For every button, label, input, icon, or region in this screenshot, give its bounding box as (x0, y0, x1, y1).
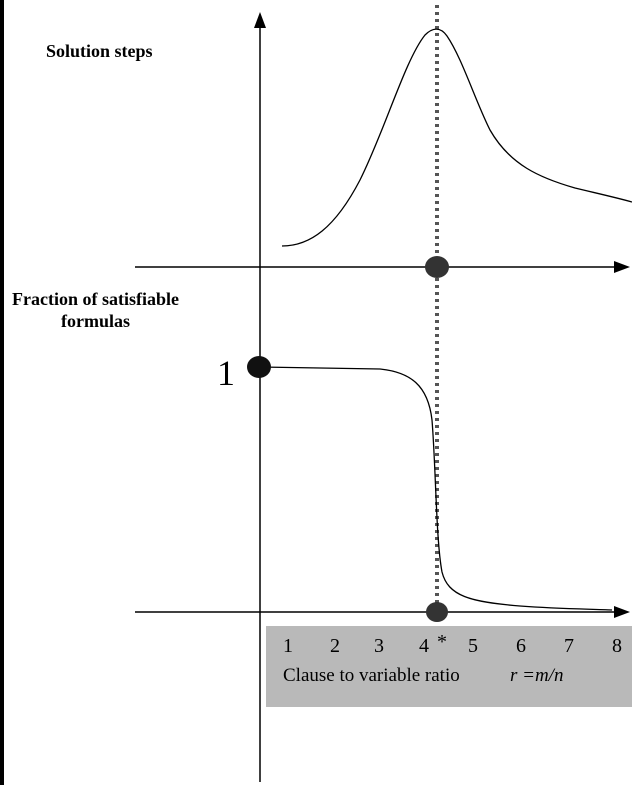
solution-steps-curve (281, 28, 632, 247)
bottom-x-axis-arrowhead (614, 606, 630, 618)
x-tick-2: 2 (330, 635, 340, 657)
x-tick-4: 4 (419, 635, 429, 657)
solution-steps-title: Solution steps (46, 41, 153, 61)
x-tick-6: 6 (516, 635, 526, 657)
y-axis-arrowhead (254, 12, 266, 28)
x-axis-caption: Clause to variable ratio (283, 665, 460, 686)
x-tick-8: 8 (612, 635, 622, 657)
one-marker-dot (247, 356, 271, 378)
top-x-axis-arrowhead (614, 261, 630, 273)
y-marker-one-label: 1 (217, 353, 235, 393)
x-axis-label-box (266, 626, 632, 707)
left-border (0, 0, 4, 785)
x-tick-critical-star: * (437, 631, 447, 653)
peak-marker-dot (425, 256, 449, 278)
x-tick-7: 7 (564, 635, 574, 657)
x-tick-5: 5 (468, 635, 478, 657)
fraction-title-line2: formulas (60, 311, 130, 331)
fraction-satisfiable-title: Fraction of satisfiable formulas (12, 288, 179, 332)
x-tick-3: 3 (374, 635, 384, 657)
x-axis-formula: r =m/n (510, 665, 564, 686)
threshold-marker-dot (426, 602, 448, 622)
fraction-satisfiable-curve (259, 366, 613, 611)
fraction-title-line1: Fraction of satisfiable (12, 289, 179, 309)
x-tick-1: 1 (283, 635, 293, 657)
